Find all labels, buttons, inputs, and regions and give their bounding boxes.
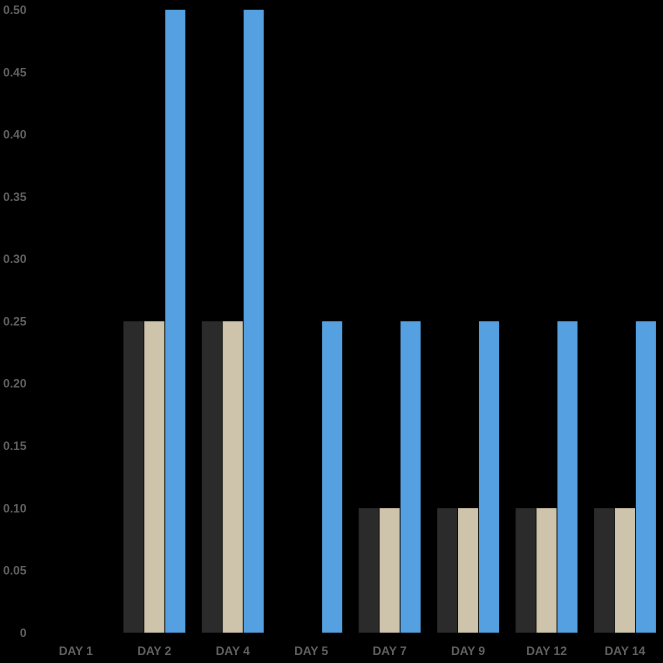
svg-text:DAY 9: DAY 9 bbox=[451, 644, 485, 658]
svg-text:0.10: 0.10 bbox=[3, 501, 27, 515]
svg-text:DAY 5: DAY 5 bbox=[294, 644, 328, 658]
svg-text:0.15: 0.15 bbox=[3, 439, 27, 453]
svg-text:DAY 2: DAY 2 bbox=[137, 644, 171, 658]
svg-text:DAY 4: DAY 4 bbox=[216, 644, 250, 658]
svg-text:DAY 1: DAY 1 bbox=[59, 644, 93, 658]
svg-text:DAY 7: DAY 7 bbox=[373, 644, 407, 658]
svg-text:0.30: 0.30 bbox=[3, 252, 27, 266]
svg-text:0.50: 0.50 bbox=[3, 3, 27, 17]
svg-text:0.35: 0.35 bbox=[3, 190, 27, 204]
svg-text:0: 0 bbox=[20, 626, 27, 640]
svg-text:0.20: 0.20 bbox=[3, 377, 27, 391]
svg-text:0.40: 0.40 bbox=[3, 128, 27, 142]
svg-text:0.45: 0.45 bbox=[3, 65, 27, 79]
svg-text:0.05: 0.05 bbox=[3, 564, 27, 578]
svg-text:DAY 14: DAY 14 bbox=[605, 644, 646, 658]
svg-text:0.25: 0.25 bbox=[3, 314, 27, 328]
svg-text:DAY 12: DAY 12 bbox=[526, 644, 567, 658]
